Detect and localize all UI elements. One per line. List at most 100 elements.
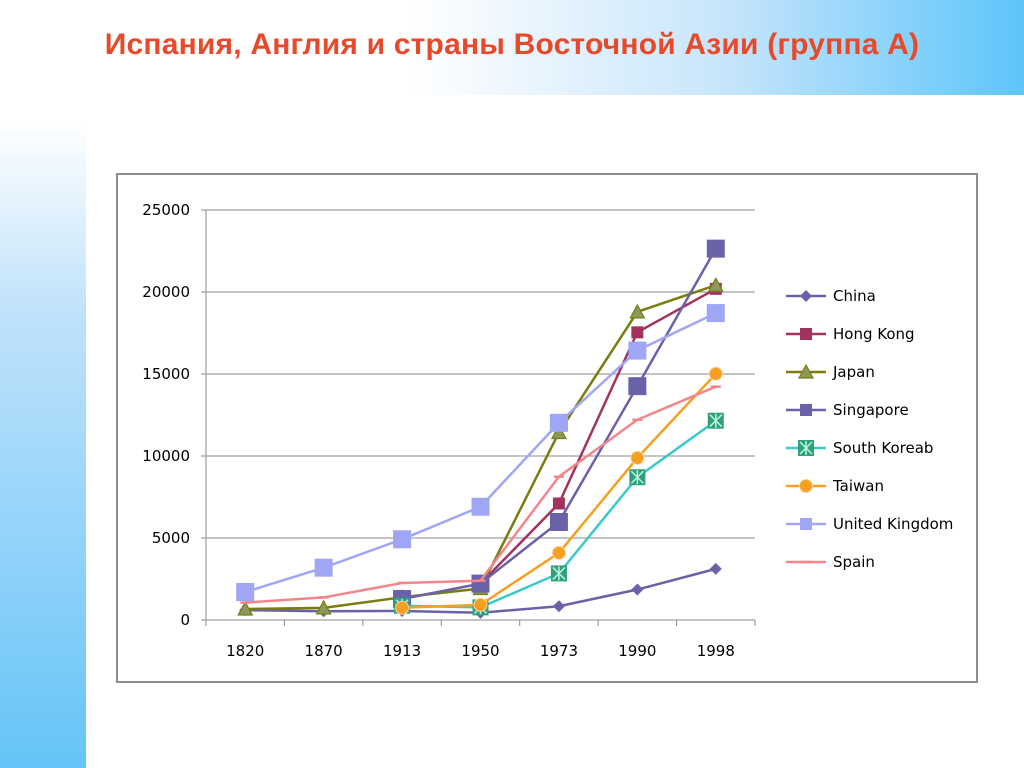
y-tick-label: 10000 <box>142 447 190 465</box>
marker-shape <box>551 545 566 560</box>
legend-item: Hong Kong <box>786 325 915 343</box>
data-point <box>315 599 332 615</box>
marker-shape <box>800 518 812 530</box>
legend-marker <box>797 363 815 379</box>
marker-shape <box>797 363 815 379</box>
marker-shape <box>800 328 812 340</box>
y-tick-label: 25000 <box>142 201 190 219</box>
x-tick-label: 1870 <box>305 642 343 660</box>
marker-shape <box>552 600 565 613</box>
legend-marker <box>799 479 813 493</box>
x-tick-label: 1998 <box>697 642 735 660</box>
marker-shape <box>471 574 490 593</box>
data-point <box>395 600 410 615</box>
series-line <box>479 287 717 585</box>
data-point <box>473 597 488 612</box>
data-point <box>631 326 644 339</box>
data-point <box>707 276 724 292</box>
x-tick-label: 1990 <box>618 642 656 660</box>
x-tick-label: 1973 <box>540 642 578 660</box>
data-point <box>629 303 646 319</box>
y-tick-label: 0 <box>180 611 190 629</box>
data-point <box>552 497 565 510</box>
data-point <box>551 545 566 560</box>
data-point <box>706 304 725 323</box>
legend-item: Spain <box>786 553 875 571</box>
series-taiwan <box>395 366 723 615</box>
chart-frame: 0 5000 10000 15000 20000 25000 1820 1870 1913 195… <box>116 173 978 683</box>
data-point <box>629 469 646 486</box>
legend-label: South Koreab <box>833 439 933 457</box>
marker-shape <box>708 366 723 381</box>
data-point <box>628 341 647 360</box>
data-point <box>549 413 568 432</box>
marker-shape <box>631 583 644 596</box>
slide-header-background <box>0 0 1024 95</box>
legend-marker <box>800 404 812 416</box>
data-point <box>393 530 412 549</box>
data-point <box>471 497 490 516</box>
legend-item: China <box>786 287 876 305</box>
data-point <box>630 450 645 465</box>
data-point <box>314 558 333 577</box>
legend-item: Japan <box>786 363 875 381</box>
series-singapore <box>393 239 725 609</box>
legend-item: Taiwan <box>786 477 884 495</box>
data-point <box>707 412 724 429</box>
legend-label: Spain <box>833 553 875 571</box>
slide-title: Испания, Англия и страны Восточной Азии … <box>104 28 920 61</box>
legend-marker <box>800 290 812 302</box>
marker-shape <box>237 600 254 616</box>
data-point <box>237 600 254 616</box>
marker-shape <box>550 424 567 440</box>
marker-shape <box>315 599 332 615</box>
marker-shape <box>629 303 646 319</box>
marker-shape <box>552 566 566 581</box>
y-tick-label: 5000 <box>152 529 190 547</box>
marker-shape <box>236 583 255 602</box>
marker-shape <box>709 562 722 575</box>
marker-shape <box>799 441 813 455</box>
data-point <box>628 377 647 396</box>
marker-shape <box>631 326 644 339</box>
x-tick-label: 1820 <box>226 642 264 660</box>
data-point <box>631 583 644 596</box>
marker-shape <box>800 290 812 302</box>
data-point <box>236 583 255 602</box>
legend-item: South Koreab <box>786 439 933 457</box>
legend-label: Singapore <box>833 401 909 419</box>
marker-shape <box>549 413 568 432</box>
series-japan <box>237 276 724 616</box>
marker-shape <box>799 479 813 493</box>
data-point <box>706 239 725 258</box>
legend-item: Singapore <box>786 401 909 419</box>
marker-shape <box>628 341 647 360</box>
marker-shape <box>707 276 724 292</box>
marker-shape <box>549 512 568 531</box>
marker-shape <box>473 597 488 612</box>
marker-shape <box>706 239 725 258</box>
marker-shape <box>709 413 723 428</box>
marker-shape <box>630 470 644 485</box>
data-point <box>471 574 490 593</box>
marker-shape <box>393 530 412 549</box>
slide-side-background <box>0 120 86 768</box>
x-tick-label: 1950 <box>461 642 499 660</box>
legend-label: Japan <box>832 363 875 381</box>
legend-marker <box>800 328 812 340</box>
legend-label: United Kingdom <box>833 515 953 533</box>
marker-shape <box>471 497 490 516</box>
marker-shape <box>706 304 725 323</box>
marker-shape <box>314 558 333 577</box>
legend-marker <box>800 518 812 530</box>
legend-label: China <box>833 287 876 305</box>
marker-shape <box>628 377 647 396</box>
data-point <box>550 424 567 440</box>
data-point <box>549 512 568 531</box>
y-tick-label: 15000 <box>142 365 190 383</box>
line-chart: 0 5000 10000 15000 20000 25000 1820 1870 1913 195… <box>142 201 953 660</box>
data-point <box>550 565 567 582</box>
y-tick-label: 20000 <box>142 283 190 301</box>
marker-shape <box>800 404 812 416</box>
legend-label: Hong Kong <box>833 325 915 343</box>
